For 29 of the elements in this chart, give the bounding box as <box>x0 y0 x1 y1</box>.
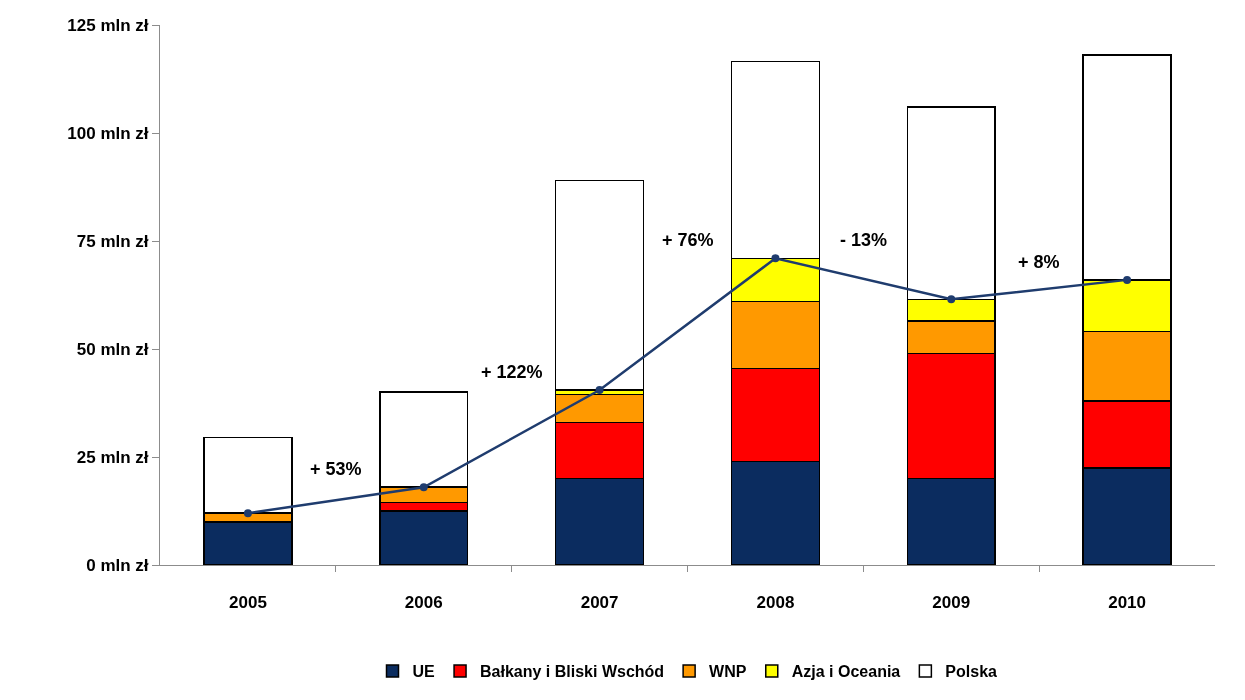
annotation: + 76% <box>662 230 714 250</box>
y-tick-label: 100 mln zł <box>67 123 149 143</box>
x-tick-label: 2006 <box>404 593 443 613</box>
annotation: + 8% <box>1018 252 1060 272</box>
point <box>419 483 428 492</box>
legend-label: Polska <box>945 663 998 681</box>
y-tick-label: 75 mln zł <box>76 231 149 251</box>
x-tick-label: 2005 <box>229 593 267 613</box>
y-tick-label: 50 mln zł <box>76 339 149 359</box>
y-tick-label: 125 mln zł <box>67 15 149 35</box>
x-tick-label: 2010 <box>1108 593 1146 613</box>
legend-label: WNP <box>709 663 747 681</box>
legend-label: UE <box>412 663 436 681</box>
bar <box>554 179 645 391</box>
point <box>947 295 956 304</box>
point <box>595 386 604 395</box>
annotation: + 53% <box>310 459 362 479</box>
annotation: + 122% <box>481 362 543 382</box>
y-tick-label: 25 mln zł <box>76 447 149 467</box>
y-tick-label: 0 mln zł <box>86 555 149 575</box>
point <box>771 254 780 263</box>
x-tick-label: 2009 <box>932 593 971 613</box>
point <box>243 509 252 518</box>
legend-label: Bałkany i Bliski Wschód <box>480 663 665 681</box>
annotation: - 13% <box>840 230 888 250</box>
legend-label: Azja i Oceania <box>791 663 901 681</box>
x-tick-label: 2008 <box>756 593 795 613</box>
point <box>1123 275 1132 284</box>
x-tick-label: 2007 <box>580 593 619 613</box>
